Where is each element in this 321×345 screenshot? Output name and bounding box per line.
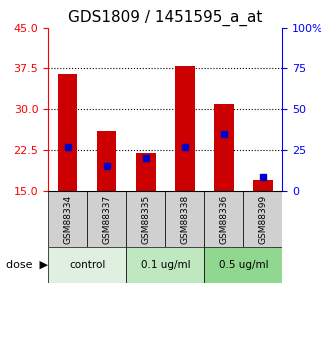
Title: GDS1809 / 1451595_a_at: GDS1809 / 1451595_a_at — [68, 10, 263, 26]
Bar — [175, 66, 195, 191]
Bar — [253, 180, 273, 191]
Text: dose  ▶: dose ▶ — [6, 260, 48, 270]
Text: 0.5 ug/ml: 0.5 ug/ml — [219, 260, 268, 270]
FancyBboxPatch shape — [126, 191, 165, 247]
Bar — [214, 104, 234, 191]
Text: GSM88337: GSM88337 — [102, 195, 111, 244]
FancyBboxPatch shape — [243, 191, 282, 247]
FancyBboxPatch shape — [204, 191, 243, 247]
Bar — [97, 131, 117, 191]
Bar — [58, 74, 77, 191]
FancyBboxPatch shape — [48, 191, 87, 247]
Text: GSM88338: GSM88338 — [180, 195, 189, 244]
FancyBboxPatch shape — [165, 191, 204, 247]
Bar — [136, 153, 156, 191]
Text: GSM88335: GSM88335 — [141, 195, 150, 244]
Text: control: control — [69, 260, 105, 270]
Text: GSM88399: GSM88399 — [258, 195, 267, 244]
FancyBboxPatch shape — [126, 247, 204, 283]
FancyBboxPatch shape — [204, 247, 282, 283]
FancyBboxPatch shape — [48, 247, 126, 283]
Text: 0.1 ug/ml: 0.1 ug/ml — [141, 260, 190, 270]
Text: GSM88336: GSM88336 — [219, 195, 229, 244]
FancyBboxPatch shape — [87, 191, 126, 247]
Text: GSM88334: GSM88334 — [63, 195, 72, 244]
